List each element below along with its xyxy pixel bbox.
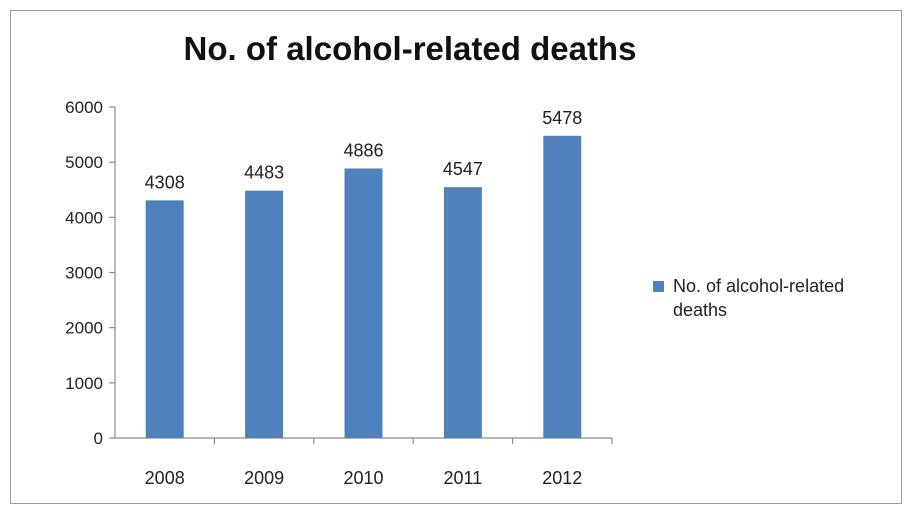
y-tick-label: 1000 bbox=[65, 374, 103, 393]
bar bbox=[344, 168, 383, 438]
bar bbox=[245, 190, 284, 438]
legend-label: No. of alcohol-related deaths bbox=[673, 276, 845, 320]
data-label: 4886 bbox=[343, 140, 383, 160]
x-tick-label: 2010 bbox=[343, 468, 383, 488]
y-tick-label: 6000 bbox=[65, 98, 103, 117]
bar bbox=[443, 187, 482, 438]
data-label: 5478 bbox=[542, 108, 582, 128]
y-tick-label: 5000 bbox=[65, 153, 103, 172]
data-label: 4547 bbox=[443, 159, 483, 179]
bar bbox=[543, 135, 582, 438]
y-tick-label: 2000 bbox=[65, 319, 103, 338]
chart-title: No. of alcohol-related deaths bbox=[183, 30, 637, 67]
x-tick-label: 2008 bbox=[145, 468, 185, 488]
bars-group: 4308 4483 4886 4547 5478 bbox=[145, 108, 582, 438]
y-tick-label: 3000 bbox=[65, 264, 103, 283]
y-tick-label: 4000 bbox=[65, 208, 103, 227]
y-tick-label: 0 bbox=[94, 429, 103, 448]
axes-group: 0 1000 2000 3000 4000 5000 6000 2008 2009 2010 201… bbox=[65, 98, 613, 488]
data-label: 4483 bbox=[244, 163, 284, 183]
data-label: 4308 bbox=[145, 172, 185, 192]
legend-swatch bbox=[653, 281, 664, 292]
x-tick-label: 2012 bbox=[542, 468, 582, 488]
x-tick-label: 2011 bbox=[444, 468, 483, 488]
x-tick-label: 2009 bbox=[244, 468, 284, 488]
bar bbox=[145, 200, 184, 438]
legend: No. of alcohol-related deaths bbox=[653, 274, 903, 322]
